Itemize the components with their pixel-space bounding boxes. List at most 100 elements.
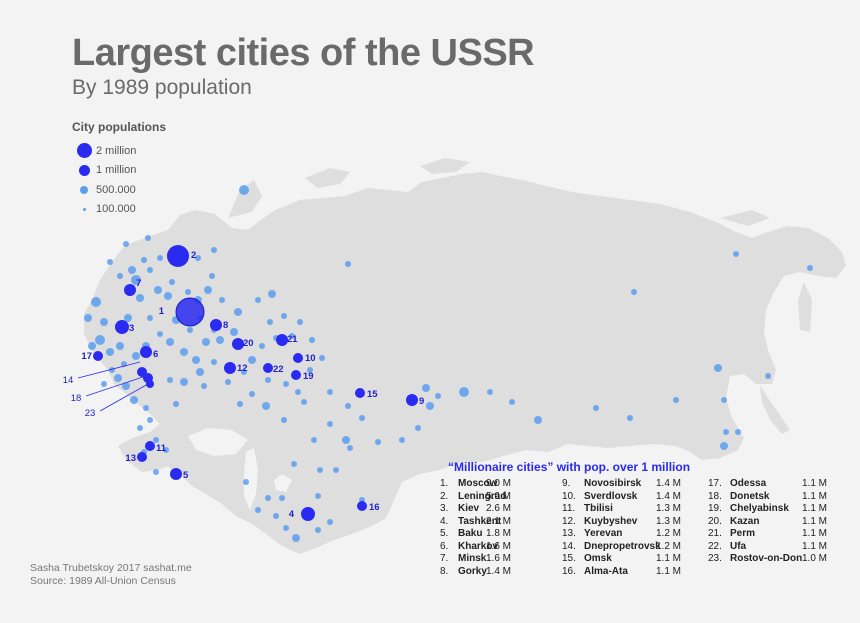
city-population: 1.6 M: [486, 540, 512, 552]
city-dot: [311, 437, 317, 443]
city-rank: 2.: [440, 490, 449, 502]
city-label-22: 22: [273, 364, 284, 375]
city-dot: [241, 369, 247, 375]
city-dot: [297, 319, 303, 325]
legend-item-2m: 2 million: [72, 141, 166, 161]
city-population: 1.6 M: [486, 553, 512, 564]
city-name: Omsk: [584, 553, 612, 564]
city-dot: [101, 381, 107, 387]
city-dot: [180, 378, 188, 386]
city-dot: [249, 391, 255, 397]
city-dot: [265, 377, 271, 383]
leader-lines: [77, 361, 149, 412]
millionaire-city-dot-11: [145, 441, 155, 451]
city-dot: [248, 356, 256, 364]
city-rank: 16.: [562, 565, 576, 577]
city-dot: [180, 348, 188, 356]
city-dot: [167, 377, 173, 383]
city-dot: [317, 467, 323, 473]
city-label-10: 10: [305, 353, 316, 364]
city-name: Moscow: [458, 478, 498, 489]
city-dot: [342, 436, 350, 444]
city-dot: [631, 289, 637, 295]
city-dot: [153, 469, 159, 475]
city-dot: [114, 374, 122, 382]
millionaire-city-dots: [93, 245, 418, 521]
city-population: 1.3 M: [656, 515, 682, 527]
city-dot: [196, 368, 204, 376]
city-name: Odessa: [730, 478, 767, 489]
city-dot: [122, 382, 130, 390]
city-dot: [534, 416, 542, 424]
city-label-16: 16: [369, 502, 380, 513]
city-dot: [100, 318, 108, 326]
city-dot: [211, 359, 217, 365]
city-rank: 15.: [562, 553, 576, 564]
city-name: Kharkov: [458, 540, 499, 552]
city-label-21: 21: [287, 334, 298, 345]
city-population: 1.4 M: [656, 490, 682, 502]
millionaire-row: 22. Ufa 1.1 M: [708, 541, 832, 554]
city-dot: [735, 429, 741, 435]
millionaire-city-dot-5: [170, 468, 182, 480]
city-dot: [141, 257, 147, 263]
page-subtitle: By 1989 population: [72, 76, 252, 99]
city-dot: [283, 381, 289, 387]
city-dot: [147, 417, 153, 423]
legend-dot-small: [80, 185, 88, 194]
millionaire-row: 14. Dnepropetrovsk 1.2 M: [562, 541, 686, 554]
city-dot: [487, 389, 493, 395]
millionaire-row: 18. Donetsk 1.1 M: [708, 491, 832, 504]
city-dot: [169, 279, 175, 285]
millionaire-row: 5. Baku 1.8 M: [440, 528, 516, 541]
city-dot: [154, 286, 162, 294]
millionaire-table-title: “Millionaire cities” with pop. over 1 mi…: [448, 460, 691, 474]
city-label-7: 7: [136, 278, 141, 289]
city-rank: 5.: [440, 528, 449, 539]
city-dot: [123, 241, 129, 247]
city-rank: 20.: [708, 515, 722, 527]
city-dot: [255, 507, 261, 513]
city-dot: [720, 442, 728, 450]
city-dot: [723, 429, 729, 435]
city-name: Tashkent: [458, 515, 502, 527]
city-dot: [147, 315, 153, 321]
city-dot: [95, 335, 105, 345]
city-dot: [733, 251, 739, 257]
millionaire-row: 10. Sverdlovsk 1.4 M: [562, 491, 686, 504]
city-rank: 3.: [440, 503, 449, 514]
city-name: Donetsk: [730, 490, 770, 502]
city-dot: [131, 275, 141, 285]
millionaire-row: 23. Rostov-on-Don 1.0 M: [708, 553, 832, 566]
city-population: 1.2 M: [656, 540, 682, 552]
city-dot: [234, 308, 242, 316]
legend-title: City populations: [72, 120, 166, 134]
city-population: 1.1 M: [802, 528, 828, 539]
city-name: Gorky: [458, 565, 487, 577]
city-label-12: 12: [237, 363, 248, 374]
city-population: 1.0 M: [802, 553, 828, 564]
millionaire-city-dot-22: [263, 363, 273, 373]
city-population: 1.4 M: [656, 478, 682, 489]
city-name: Kiev: [458, 503, 480, 514]
city-dot: [132, 352, 140, 360]
millionaire-city-dot-7: [124, 284, 136, 296]
city-dot: [137, 425, 143, 431]
city-name: Alma-Ata: [584, 565, 628, 577]
city-dot: [255, 297, 261, 303]
legend-item-1m: 1 million: [72, 161, 166, 181]
legend-dot-large: [76, 143, 92, 159]
city-dot: [426, 402, 434, 410]
city-label-4: 4: [289, 509, 295, 520]
millionaire-row: 1. Moscow 9.0 M: [440, 478, 516, 491]
legend-dot-tiny: [82, 207, 86, 211]
city-dot: [435, 393, 441, 399]
city-dot: [327, 421, 333, 427]
city-label-5: 5: [183, 470, 189, 481]
city-dot: [375, 439, 381, 445]
city-dot: [673, 397, 679, 403]
city-dot: [721, 397, 727, 403]
city-rank: 8.: [440, 565, 449, 577]
city-label-14: 14: [63, 375, 74, 386]
